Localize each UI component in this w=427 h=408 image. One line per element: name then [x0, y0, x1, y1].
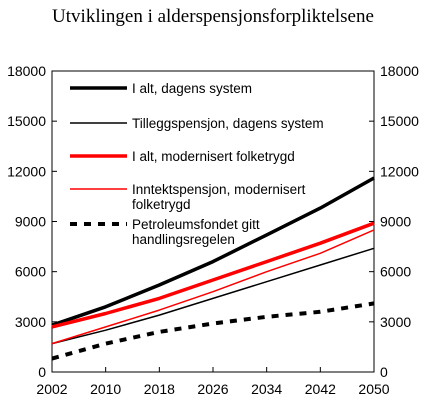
y-tick-label-left: 0 [38, 364, 46, 380]
legend-label-2: Tilleggspensjon, dagens system [132, 116, 324, 131]
series-line-5 [51, 301, 375, 361]
x-tick-label: 2002 [36, 381, 67, 397]
x-tick-label: 2018 [144, 381, 175, 397]
legend: I alt, dagens system Tilleggspensjon, dag… [70, 81, 324, 247]
y-tick-label-left: 3000 [15, 314, 46, 330]
chart-title: Utviklingen i alderspensjonsforpliktelse… [52, 6, 374, 27]
series-group [51, 176, 375, 361]
x-axis: 2002 2010 2018 2026 2034 2042 2050 [36, 367, 390, 397]
y-tick-label-right: 18000 [380, 63, 419, 79]
y-axis-right: 0 3000 6000 9000 12000 15000 18000 [369, 63, 419, 380]
y-tick-label-right: 6000 [380, 264, 411, 280]
legend-label-3: I alt, modernisert folketrygd [132, 149, 295, 164]
y-tick-label-left: 6000 [15, 264, 46, 280]
y-tick-label-right: 3000 [380, 314, 411, 330]
y-tick-label-left: 15000 [7, 113, 46, 129]
x-tick-label: 2042 [305, 381, 336, 397]
y-tick-label-right: 15000 [380, 113, 419, 129]
series-line-3 [51, 221, 375, 329]
y-tick-label-right: 9000 [380, 214, 411, 230]
legend-label-5: Petroleumsfondet gitt [132, 217, 260, 232]
x-tick-label: 2010 [90, 381, 121, 397]
y-tick-label-left: 18000 [7, 63, 46, 79]
x-tick-label: 2026 [197, 381, 228, 397]
legend-label-4: folketrygd [132, 197, 191, 212]
legend-label-5: handlingsregelen [132, 232, 235, 247]
y-tick-label-left: 12000 [7, 163, 46, 179]
legend-label-4: Inntektspensjon, modernisert [132, 182, 306, 197]
y-tick-label-right: 12000 [380, 163, 419, 179]
series-line-2 [51, 247, 375, 345]
y-tick-label-right: 0 [380, 364, 388, 380]
x-tick-label: 2034 [251, 381, 282, 397]
y-axis-left: 0 3000 6000 9000 12000 15000 18000 [7, 63, 57, 380]
series-line-1 [51, 176, 375, 327]
legend-label-1: I alt, dagens system [132, 81, 252, 96]
x-tick-label: 2050 [358, 381, 389, 397]
series-line-4 [51, 229, 375, 345]
y-tick-label-left: 9000 [15, 214, 46, 230]
